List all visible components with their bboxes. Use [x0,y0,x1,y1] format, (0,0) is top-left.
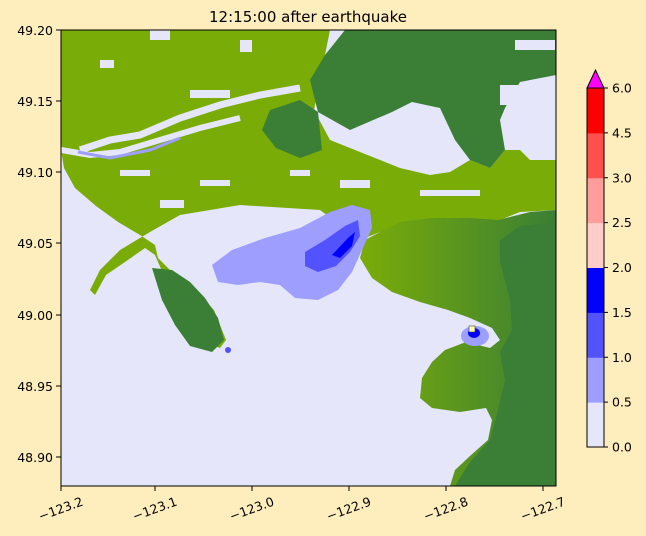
colorbar-tick-label: 6.0 [612,81,632,96]
inundation-0.5-1.0 [212,205,372,300]
colorbar-tick-label: 0.5 [612,395,632,410]
x-tick-label: −123.1 [130,494,179,524]
y-tick-label: 48.95 [17,379,53,394]
fraser-river [78,84,301,154]
colorbar-segment [587,312,604,358]
point-roberts-peninsula [152,268,224,352]
x-tick-label: −122.7 [518,494,567,524]
y-tick-label: 49.15 [17,94,53,109]
colorbar-segment [587,177,604,224]
northern-land-region [61,30,556,348]
y-tick-label: 49.05 [17,236,53,251]
colorbar-tick-label: 2.0 [612,260,632,275]
map-plot [61,30,556,486]
x-tick-label: −123.2 [36,494,85,524]
colorbar-segment [587,402,604,448]
colorbar-tick-label: 2.5 [612,215,632,230]
x-axis: −123.2 −123.1 −123.0 −122.9 −122.8 −122.… [36,486,567,524]
river-water-channel [77,136,181,160]
x-tick-label: −123.0 [227,494,276,524]
y-tick-label: 49.10 [17,165,53,180]
colorbar: 0.0 0.5 1.0 1.5 2.0 2.5 3.0 4.5 6.0 [586,68,632,455]
x-tick-label: −122.8 [421,494,470,524]
colorbar-tick-label: 4.5 [612,125,632,140]
colorbar-tick-label: 0.0 [612,440,632,455]
y-axis: 48.90 48.95 49.00 49.05 49.10 49.15 49.2… [17,23,61,465]
inundation-1.5-2.0 [332,232,355,258]
colorbar-segment [587,132,604,179]
colorbar-segment [587,357,604,403]
x-tick-label: −122.9 [324,494,373,524]
colorbar-segment [587,88,604,134]
colorbar-tick-label: 3.0 [612,170,632,185]
inundation-1.0-1.5 [305,220,360,272]
inland-patch-west [262,100,322,158]
y-tick-group: 48.90 48.95 49.00 49.05 49.10 49.15 49.2… [17,23,61,465]
y-tick-label: 49.00 [17,308,53,323]
colorbar-extend-arrow [586,68,605,89]
colorbar-tick-label: 1.0 [612,350,632,365]
colorbar-segment [587,222,604,268]
colorbar-tick-label: 1.5 [612,305,632,320]
gauge-marker [468,325,476,333]
y-tick-label: 48.90 [17,450,53,465]
chart-title: 12:15:00 after earthquake [209,8,407,26]
y-tick-label: 49.20 [17,23,53,38]
south-east-upland [455,222,556,486]
colorbar-segment [587,267,604,313]
urban-speckle [100,30,555,208]
plot-frame [60,29,557,487]
inundation-point-tip [225,347,231,353]
north-shore-mountains [310,30,556,168]
